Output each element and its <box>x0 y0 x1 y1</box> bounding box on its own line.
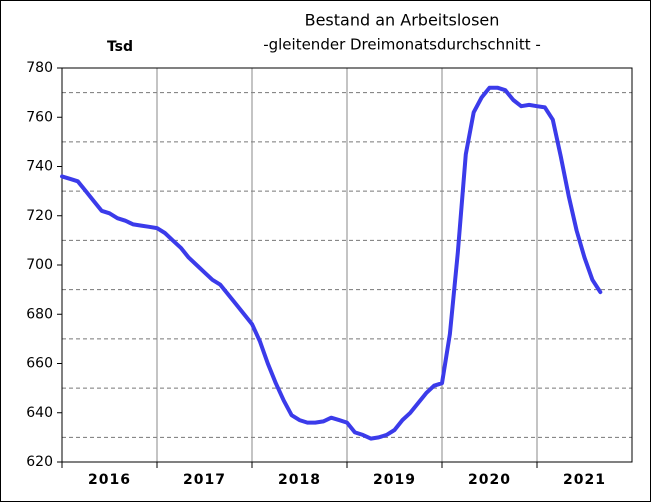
x-tick-label: 2021 <box>563 472 606 488</box>
y-tick-label: 640 <box>26 405 53 421</box>
x-tick-label: 2018 <box>278 472 321 488</box>
chart-subtitle: -gleitender Dreimonatsdurchschnitt - <box>263 36 541 54</box>
chart-title: Bestand an Arbeitslosen <box>305 11 500 30</box>
y-tick-label: 780 <box>26 60 53 76</box>
y-tick-label: 720 <box>26 208 53 224</box>
y-tick-label: 740 <box>26 159 53 175</box>
x-tick-label: 2020 <box>468 472 511 488</box>
plot-area <box>57 67 633 468</box>
y-tick-label: 620 <box>26 454 53 470</box>
series-line <box>60 85 603 441</box>
y-unit: Tsd <box>107 39 133 55</box>
y-tick-label: 660 <box>26 356 53 372</box>
y-tick-label: 760 <box>26 109 53 125</box>
y-tick-label: 700 <box>26 257 53 273</box>
x-tick-label: 2017 <box>183 472 226 488</box>
y-tick-label: 680 <box>26 306 53 322</box>
x-tick-label: 2016 <box>88 472 131 488</box>
subtitle-bg <box>240 34 565 56</box>
x-tick-label: 2019 <box>373 472 416 488</box>
